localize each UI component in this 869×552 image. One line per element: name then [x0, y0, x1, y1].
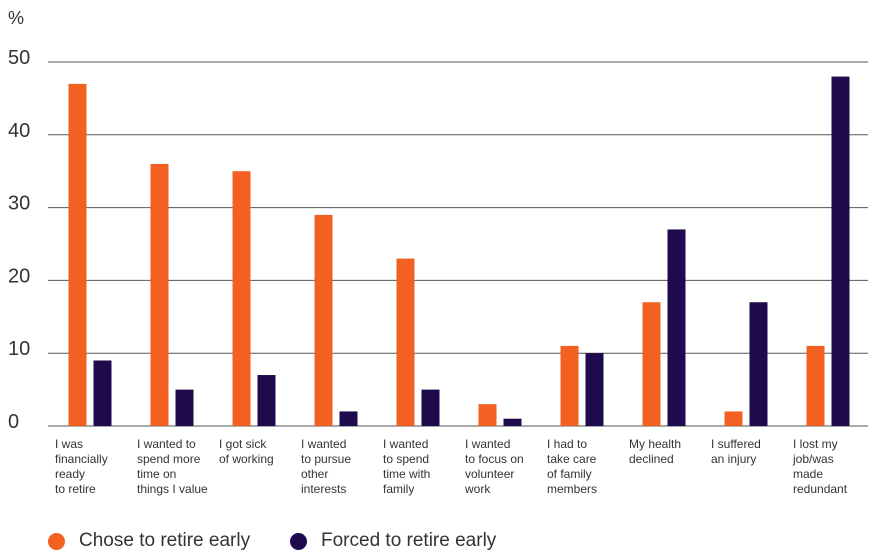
bar-chose	[314, 214, 333, 426]
y-tick-label: 30	[8, 193, 30, 215]
category-label: My health declined	[629, 437, 681, 466]
bar-chart: % 0 10 20 30 40 50 I was financially ready to re…	[8, 8, 868, 496]
category-label: I wanted to spend time with family	[383, 437, 430, 496]
bar-chose	[68, 83, 87, 426]
legend-label-forced: Forced to retire early	[321, 530, 497, 551]
bar-chose	[478, 404, 497, 426]
bar-chose	[150, 163, 169, 427]
category-label: I wanted to pursue other interests	[301, 437, 351, 496]
bar-forced	[339, 411, 358, 426]
bar-forced	[421, 389, 440, 426]
bar-forced	[667, 229, 686, 426]
bar-chose	[232, 171, 251, 426]
bar-forced	[831, 76, 850, 426]
y-tick-label: 40	[8, 120, 30, 142]
category-label: I lost my job/was made redundant	[792, 437, 848, 496]
bar-forced	[93, 360, 112, 426]
bar-chose	[806, 345, 825, 426]
bar-chose	[396, 258, 415, 426]
legend-swatch-chose	[48, 532, 65, 550]
legend-swatch-forced	[290, 532, 307, 550]
y-tick-label: 0	[8, 411, 19, 433]
y-tick-label: 20	[8, 265, 30, 287]
bar-forced	[175, 389, 194, 426]
bar-chose	[642, 302, 661, 426]
category-label: I got sick of working	[219, 437, 274, 466]
bar-forced	[585, 353, 604, 426]
bar-chose	[724, 411, 743, 426]
legend-item-chose: Chose to retire early	[48, 530, 250, 552]
bar-forced	[749, 302, 768, 426]
legend-item-forced: Forced to retire early	[290, 530, 496, 552]
legend-label-chose: Chose to retire early	[79, 530, 251, 551]
y-tick-label: 10	[8, 338, 30, 360]
bar-chose	[560, 345, 579, 426]
category-label: I suffered an injury	[711, 437, 761, 466]
y-tick-label: 50	[8, 47, 30, 69]
bar-forced	[503, 418, 522, 426]
category-label: I had to take care of family members	[547, 437, 597, 496]
y-unit-label: %	[8, 8, 24, 28]
category-label: I wanted to spend more time on things I val…	[137, 437, 208, 496]
category-label: I wanted to focus on volunteer work	[464, 437, 524, 496]
legend: Chose to retire early Forced to retire e…	[0, 530, 869, 552]
category-label: I was financially ready to retire	[55, 437, 108, 496]
bar-forced	[257, 375, 276, 426]
